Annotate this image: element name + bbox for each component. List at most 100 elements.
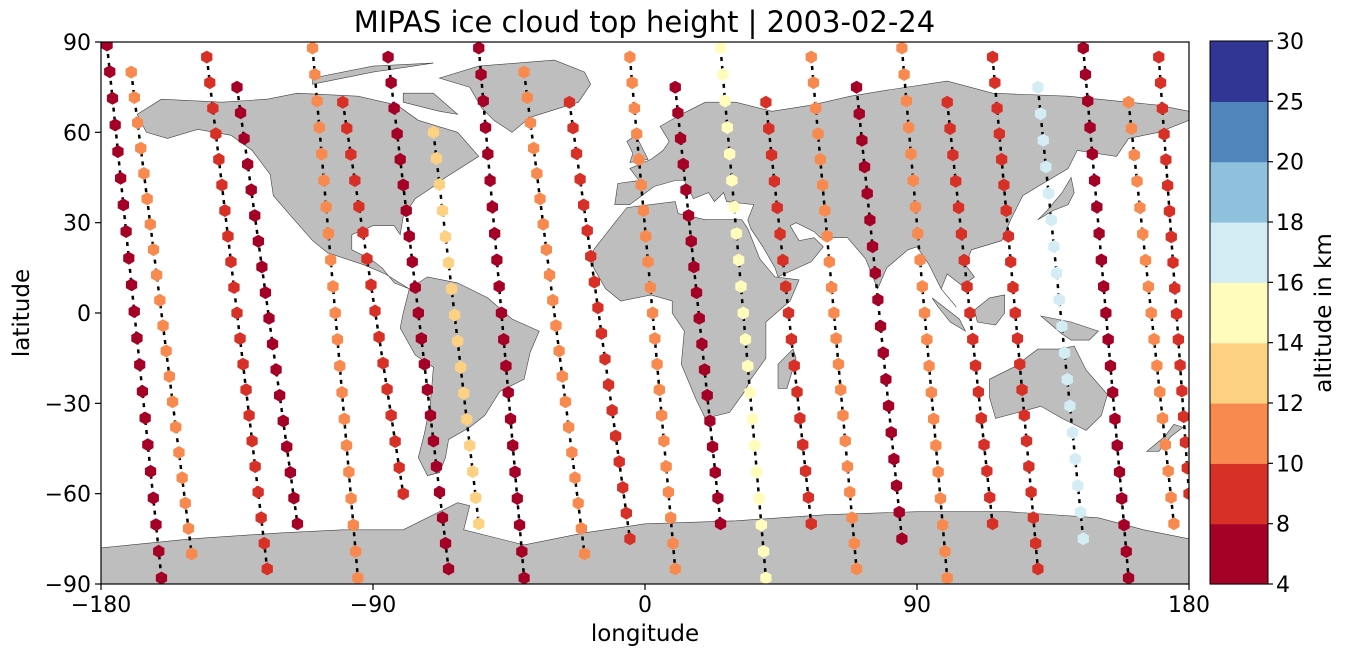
cloud-point: [393, 461, 405, 475]
land-arctic-islands: [312, 62, 434, 85]
cloud-point: [389, 435, 401, 448]
cloud-point: [349, 174, 361, 187]
cloud-point: [1162, 179, 1174, 192]
cloud-point: [696, 337, 708, 351]
cloud-point: [201, 50, 213, 64]
colorbar-bin: [1210, 282, 1268, 344]
cloud-point: [150, 518, 162, 532]
cloud-point: [115, 171, 127, 185]
cloud-point: [338, 412, 350, 426]
cloud-point: [337, 95, 349, 109]
cloud-point: [1084, 121, 1096, 134]
cloud-point: [343, 465, 355, 479]
cloud-point: [240, 383, 252, 397]
cloud-point: [872, 293, 884, 307]
cloud-point: [566, 446, 578, 459]
cloud-point: [941, 571, 953, 584]
cloud-point: [1178, 410, 1189, 424]
cloud-point: [313, 121, 325, 134]
land-japan: [1037, 176, 1075, 220]
cloud-point: [284, 465, 296, 479]
cloud-point: [518, 65, 530, 79]
cloud-point: [706, 440, 719, 454]
cloud-point: [739, 333, 752, 346]
cloud-point: [479, 121, 492, 134]
cloud-point: [225, 255, 237, 269]
cloud-point: [733, 253, 745, 267]
cloud-point: [969, 359, 982, 373]
cloud-point: [475, 68, 487, 81]
orbit-track-23: [1127, 102, 1176, 524]
cloud-point: [626, 76, 638, 90]
cloud-point: [1159, 438, 1171, 452]
cloud-point: [958, 253, 970, 267]
cloud-point: [874, 319, 887, 333]
cloud-point: [877, 346, 889, 360]
cloud-point: [934, 492, 947, 505]
cloud-point: [245, 183, 257, 197]
cloud-point: [394, 152, 406, 166]
y-tick-label: 90: [63, 31, 91, 56]
cloud-point: [719, 94, 731, 108]
cloud-point: [234, 332, 246, 346]
cloud-point: [436, 511, 449, 525]
cloud-point: [1093, 227, 1105, 240]
cloud-point: [213, 152, 225, 166]
cloud-point: [473, 517, 485, 531]
cloud-point: [653, 383, 665, 397]
cloud-point: [1040, 160, 1052, 174]
cloud-point: [179, 496, 191, 510]
cloud-point: [361, 252, 373, 266]
orbit-track-15: [764, 102, 813, 524]
cloud-point: [128, 305, 140, 318]
cloud-point: [147, 491, 159, 505]
cloud-point: [667, 536, 679, 550]
cloud-point: [846, 511, 858, 525]
cloud-point: [540, 243, 552, 257]
cloud-point: [325, 253, 337, 267]
cloud-point: [1009, 306, 1021, 320]
cloud-point: [216, 178, 228, 192]
cloud-point: [1179, 435, 1189, 449]
cloud-point: [680, 183, 692, 197]
cloud-point: [814, 152, 826, 166]
cloud-point: [242, 157, 254, 171]
cloud-point: [151, 268, 163, 282]
cloud-point: [243, 408, 255, 422]
cloud-point: [921, 333, 933, 346]
cloud-point: [486, 200, 498, 214]
y-tick-label: −30: [45, 392, 91, 417]
cloud-point: [758, 545, 770, 558]
cloud-point: [1151, 359, 1163, 373]
colorbar-bin: [1210, 101, 1268, 163]
cloud-point: [799, 464, 812, 478]
cloud-point: [1165, 490, 1177, 504]
cloud-point: [234, 106, 247, 120]
cloud-point: [633, 152, 645, 166]
cloud-point: [774, 227, 786, 241]
cloud-point: [106, 91, 119, 105]
cloud-point: [134, 358, 146, 372]
cloud-point: [186, 547, 198, 561]
orbit-track-14: [719, 47, 768, 579]
cloud-point: [939, 545, 951, 558]
cloud-point: [123, 251, 135, 265]
cloud-point: [830, 332, 842, 346]
cloud-point: [306, 42, 319, 55]
cloud-point: [173, 446, 185, 459]
cloud-point: [309, 68, 321, 81]
cloud-point: [885, 426, 897, 440]
cloud-point: [125, 65, 137, 79]
orbit-track-5: [311, 47, 360, 579]
cloud-point: [606, 403, 618, 417]
cloud-point: [131, 331, 143, 345]
cloud-point: [559, 395, 572, 409]
colorbar-tick-label: 16: [1276, 271, 1304, 296]
cloud-point: [617, 481, 629, 494]
cloud-point: [259, 286, 272, 300]
cloud-point: [1118, 518, 1130, 532]
cloud-point: [117, 198, 129, 212]
cloud-point: [1014, 357, 1026, 371]
x-tick-label: −90: [350, 593, 396, 618]
cloud-point: [369, 304, 381, 318]
